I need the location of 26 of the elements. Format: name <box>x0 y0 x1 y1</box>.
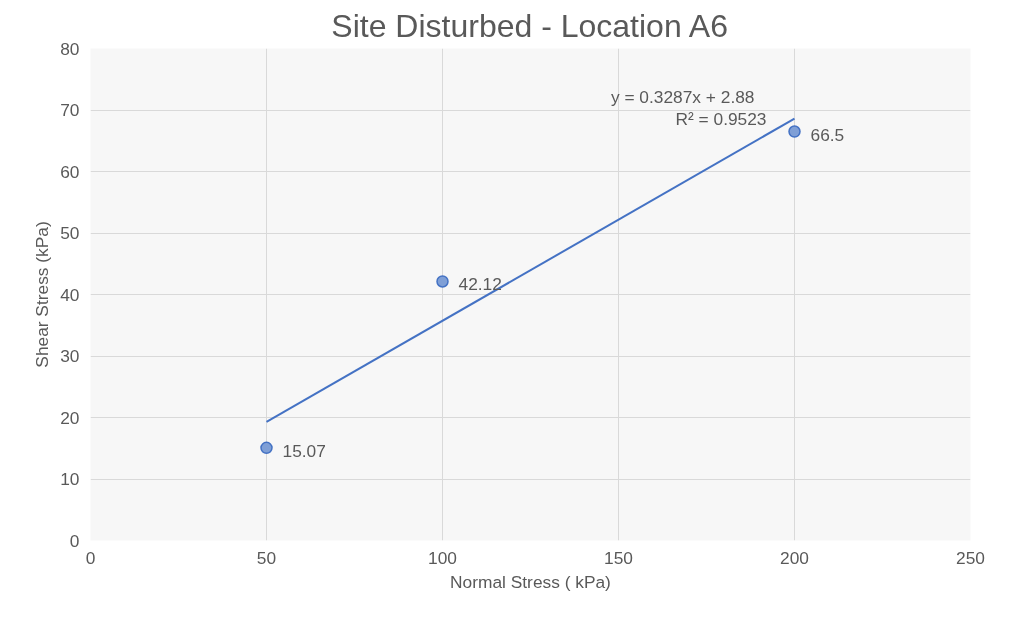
y-tick-label: 0 <box>69 530 80 551</box>
y-tick-label: 20 <box>60 407 80 428</box>
data-label: 42.12 <box>458 274 502 295</box>
point <box>788 125 801 138</box>
y-tick-label: 40 <box>60 284 80 305</box>
x-tick-label: 200 <box>780 547 809 568</box>
x-tick-label: 250 <box>956 547 985 568</box>
data-label: 15.07 <box>282 440 326 461</box>
annotation: y = 0.3287x + 2.88 <box>610 86 755 107</box>
x-tick-label: 150 <box>604 547 633 568</box>
y-axis-title: Shear Stress (kPa) <box>32 221 53 368</box>
y-tick-label: 80 <box>60 38 80 59</box>
y-tick-label: 10 <box>60 469 80 489</box>
y-tick-label: 60 <box>60 161 80 182</box>
y-tick-label: 70 <box>60 100 80 120</box>
chart-title: Site Disturbed - Location A6 <box>331 7 728 44</box>
y-tick-label: 30 <box>60 346 80 366</box>
annotation: R² = 0.9523 <box>675 108 767 129</box>
x-tick-label: 0 <box>85 547 96 568</box>
y-tick-label: 50 <box>60 223 80 243</box>
point <box>436 275 449 288</box>
point <box>260 441 273 455</box>
data-label: 66.5 <box>810 124 845 145</box>
x-tick-label: 100 <box>428 547 457 568</box>
x-tick-label: 50 <box>256 547 277 568</box>
x-axis-title: Normal Stress ( kPa) <box>450 571 611 592</box>
